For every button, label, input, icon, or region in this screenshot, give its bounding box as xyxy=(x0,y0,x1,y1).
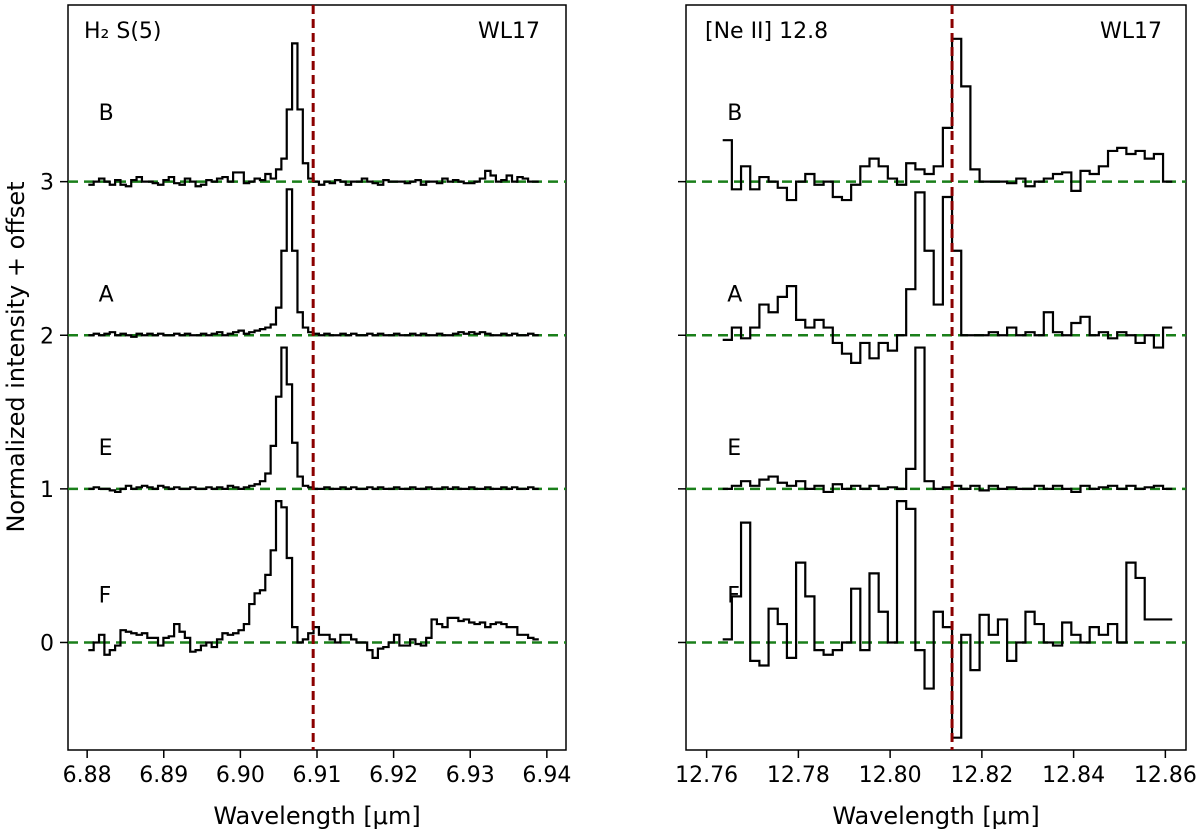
panel-h2-s5: 6.88 6.89 6.90 6.91 6.92 6.93 6.94 0 1 2 3 B A E F H₂… xyxy=(40,4,571,830)
x-tick-label: 6.92 xyxy=(369,763,418,788)
spectrum-E xyxy=(88,346,539,494)
panel-title-right: WL17 xyxy=(1100,19,1162,44)
y-tick-label: 2 xyxy=(40,324,54,349)
series-label: E xyxy=(99,436,113,461)
spectrum-E xyxy=(722,346,1173,494)
spectrum-F xyxy=(722,500,1173,739)
series-label: A xyxy=(99,282,114,307)
axis-ticks: 12.76 12.78 12.80 12.82 12.84 12.86 xyxy=(675,180,1197,788)
x-tick-label: 12.86 xyxy=(1134,763,1197,788)
x-axis-label: Wavelength [μm] xyxy=(832,802,1039,830)
series-label: B xyxy=(727,101,742,126)
series-label: A xyxy=(727,282,742,307)
y-tick-label: 0 xyxy=(40,631,54,656)
panel-ne-ii: 12.76 12.78 12.80 12.82 12.84 12.86 B A E F [Ne … xyxy=(675,4,1197,830)
spectra: B A E F xyxy=(88,42,539,659)
x-tick-label: 6.89 xyxy=(139,763,188,788)
axis-ticks: 6.88 6.89 6.90 6.91 6.92 6.93 6.94 0 1 2 3 xyxy=(40,171,571,788)
series-label: E xyxy=(727,436,741,461)
x-tick-label: 12.78 xyxy=(767,763,830,788)
x-tick-label: 12.80 xyxy=(859,763,922,788)
spectrum-B xyxy=(722,37,1173,202)
panel-title-right: WL17 xyxy=(478,19,540,44)
x-tick-label: 6.88 xyxy=(63,763,112,788)
baseline-lines xyxy=(68,180,566,644)
plot-frame xyxy=(67,4,567,751)
x-tick-label: 12.76 xyxy=(675,763,738,788)
panel-title-left: H₂ S(5) xyxy=(84,19,161,44)
y-tick-label: 1 xyxy=(40,478,54,503)
x-axis-label: Wavelength [μm] xyxy=(213,802,420,830)
spectrum-F xyxy=(88,500,539,659)
baseline-lines xyxy=(686,180,1186,644)
series-label: F xyxy=(99,584,112,609)
x-tick-label: 12.82 xyxy=(950,763,1013,788)
spectrum-B xyxy=(88,42,539,188)
spectrum-A xyxy=(722,191,1173,365)
x-tick-label: 6.90 xyxy=(216,763,265,788)
y-tick-label: 3 xyxy=(40,171,54,196)
plot-frame xyxy=(685,4,1187,751)
y-axis-label: Normalized intensity + offset xyxy=(2,181,30,532)
series-label: B xyxy=(99,101,114,126)
x-tick-label: 6.94 xyxy=(522,763,571,788)
panel-title-left: [Ne II] 12.8 xyxy=(705,19,828,44)
x-tick-label: 6.91 xyxy=(293,763,342,788)
x-tick-label: 6.93 xyxy=(446,763,495,788)
spectra: B A E F xyxy=(722,37,1173,739)
series-label: F xyxy=(727,584,740,609)
x-tick-label: 12.84 xyxy=(1042,763,1105,788)
spectrum-A xyxy=(88,188,539,338)
